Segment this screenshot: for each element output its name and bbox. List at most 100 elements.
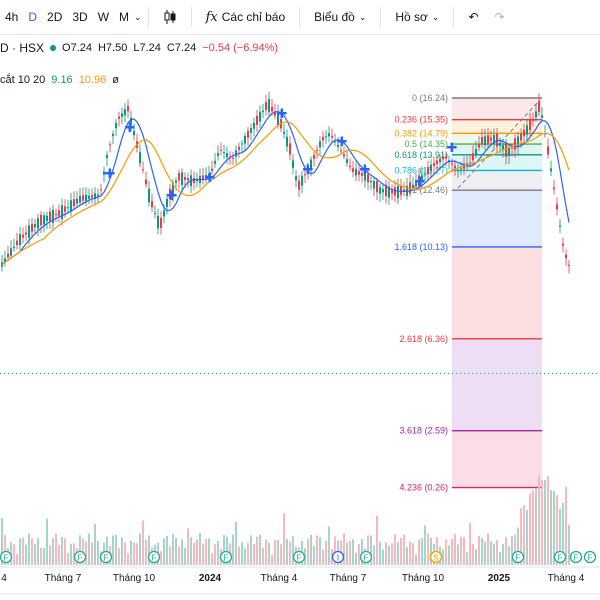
- candle-body: [25, 232, 27, 235]
- candle-body: [445, 156, 447, 159]
- timeframe-m[interactable]: M: [119, 10, 130, 24]
- candle-body: [265, 102, 267, 111]
- volume-bar: [127, 553, 129, 565]
- fib-zone: [452, 170, 542, 191]
- candle-body: [556, 204, 558, 210]
- price-chart[interactable]: 0 (16.24) 0.236 (15.35) 0.382 (14.79)0.5 (…: [0, 34, 600, 600]
- candle-body: [253, 122, 255, 129]
- candle-body: [388, 186, 390, 198]
- volume-bar: [289, 541, 291, 565]
- candle-body: [520, 133, 522, 141]
- chart-type-button[interactable]: Biểu đồ ⌄: [306, 10, 374, 24]
- volume-bar: [79, 535, 81, 565]
- profile-button[interactable]: Hồ sơ ⌄: [387, 10, 447, 24]
- volume-bar: [376, 515, 378, 565]
- timeframe-4h[interactable]: 4h: [5, 10, 19, 24]
- candle-body: [211, 168, 213, 171]
- event-marker-label: F: [364, 554, 369, 563]
- candle-body: [73, 199, 75, 207]
- chart-type-label: Biểu đồ: [314, 10, 355, 24]
- volume-bar: [112, 535, 114, 565]
- fib-trendline[interactable]: [457, 99, 541, 189]
- candle-body: [232, 157, 234, 159]
- redo-button[interactable]: ↷: [487, 10, 513, 24]
- event-marker[interactable]: [292, 550, 306, 564]
- time-axis-tick: 2024: [199, 573, 222, 584]
- event-marker[interactable]: [583, 550, 597, 564]
- ma-indicator-name[interactable]: cắt 10 20: [0, 74, 46, 86]
- function-icon: fx: [205, 9, 218, 25]
- candle-body: [478, 144, 480, 148]
- event-marker[interactable]: [331, 550, 345, 564]
- timeframe-3d[interactable]: 3D: [72, 10, 88, 24]
- candle-body: [127, 105, 129, 112]
- volume-bar: [493, 543, 495, 565]
- event-marker[interactable]: [553, 550, 567, 564]
- event-marker[interactable]: [147, 550, 161, 564]
- fib-level-label: 0.236 (15.35): [394, 115, 448, 125]
- candle-body: [397, 185, 399, 199]
- timeframe-2d[interactable]: 2D: [47, 10, 63, 24]
- candle-body: [295, 176, 297, 181]
- profile-label: Hồ sơ: [395, 10, 428, 24]
- volume-bar: [19, 538, 21, 565]
- event-marker-label: I: [337, 554, 339, 563]
- candle-body: [343, 154, 345, 157]
- volume-bar: [529, 493, 531, 565]
- event-marker[interactable]: [0, 550, 13, 564]
- volume-bar: [88, 533, 90, 565]
- undo-button[interactable]: ↶: [460, 10, 486, 24]
- volume-bar: [70, 543, 72, 565]
- legend-high: H7.50: [97, 42, 128, 54]
- volume-bar: [553, 491, 555, 565]
- candle-body: [313, 154, 315, 159]
- candle-body: [319, 141, 321, 148]
- volume-bar: [46, 518, 48, 565]
- candle-body: [517, 136, 519, 147]
- volume-bar: [28, 533, 30, 565]
- volume-bar: [532, 490, 534, 565]
- volume-bar: [235, 521, 237, 565]
- volume-bar: [367, 535, 369, 565]
- event-marker[interactable]: [359, 550, 373, 564]
- candle-body: [304, 174, 306, 176]
- fib-level-label: 0.786 (13.27): [394, 165, 448, 175]
- signal-plus-icon: ✚: [303, 163, 314, 178]
- volume-bar: [448, 545, 450, 565]
- event-marker[interactable]: [511, 550, 525, 564]
- event-marker[interactable]: [73, 550, 87, 564]
- volume-bar: [214, 544, 216, 565]
- symbol-label[interactable]: D · HSX: [0, 41, 45, 55]
- volume-bar: [469, 523, 471, 565]
- candle-body: [454, 165, 456, 169]
- legend-close: C7.24: [166, 42, 197, 54]
- event-marker-label: F: [558, 554, 563, 563]
- event-marker[interactable]: [569, 550, 583, 564]
- event-marker[interactable]: [99, 550, 113, 564]
- candle-body: [19, 234, 21, 246]
- timeframe-dropdown-icon[interactable]: ⌄: [134, 11, 142, 22]
- candle-body: [361, 173, 363, 176]
- volume-bar: [49, 545, 51, 565]
- volume-bar: [97, 540, 99, 565]
- fib-level-label: 0.618 (13.91): [394, 150, 448, 160]
- event-marker[interactable]: [429, 550, 443, 564]
- indicators-button[interactable]: fx Các chỉ báo: [198, 10, 294, 25]
- candle-body: [382, 189, 384, 193]
- candle-body: [247, 130, 249, 138]
- candle-body: [541, 115, 543, 118]
- timeframe-w[interactable]: W: [97, 10, 110, 24]
- volume-bar: [31, 538, 33, 565]
- candle-body: [235, 150, 237, 157]
- candle-body: [16, 240, 18, 246]
- fib-level-label: 3.618 (2.59): [399, 426, 448, 436]
- volume-bar: [568, 524, 570, 565]
- timeframe-d[interactable]: D: [28, 10, 38, 24]
- fib-level-label: 2.618 (6.36): [399, 334, 448, 344]
- event-marker-label: F: [224, 554, 229, 563]
- volume-bar: [217, 541, 219, 565]
- candle-body: [460, 168, 462, 170]
- volume-bar: [253, 543, 255, 565]
- candle-type-button[interactable]: [155, 9, 185, 25]
- event-marker[interactable]: [219, 550, 233, 564]
